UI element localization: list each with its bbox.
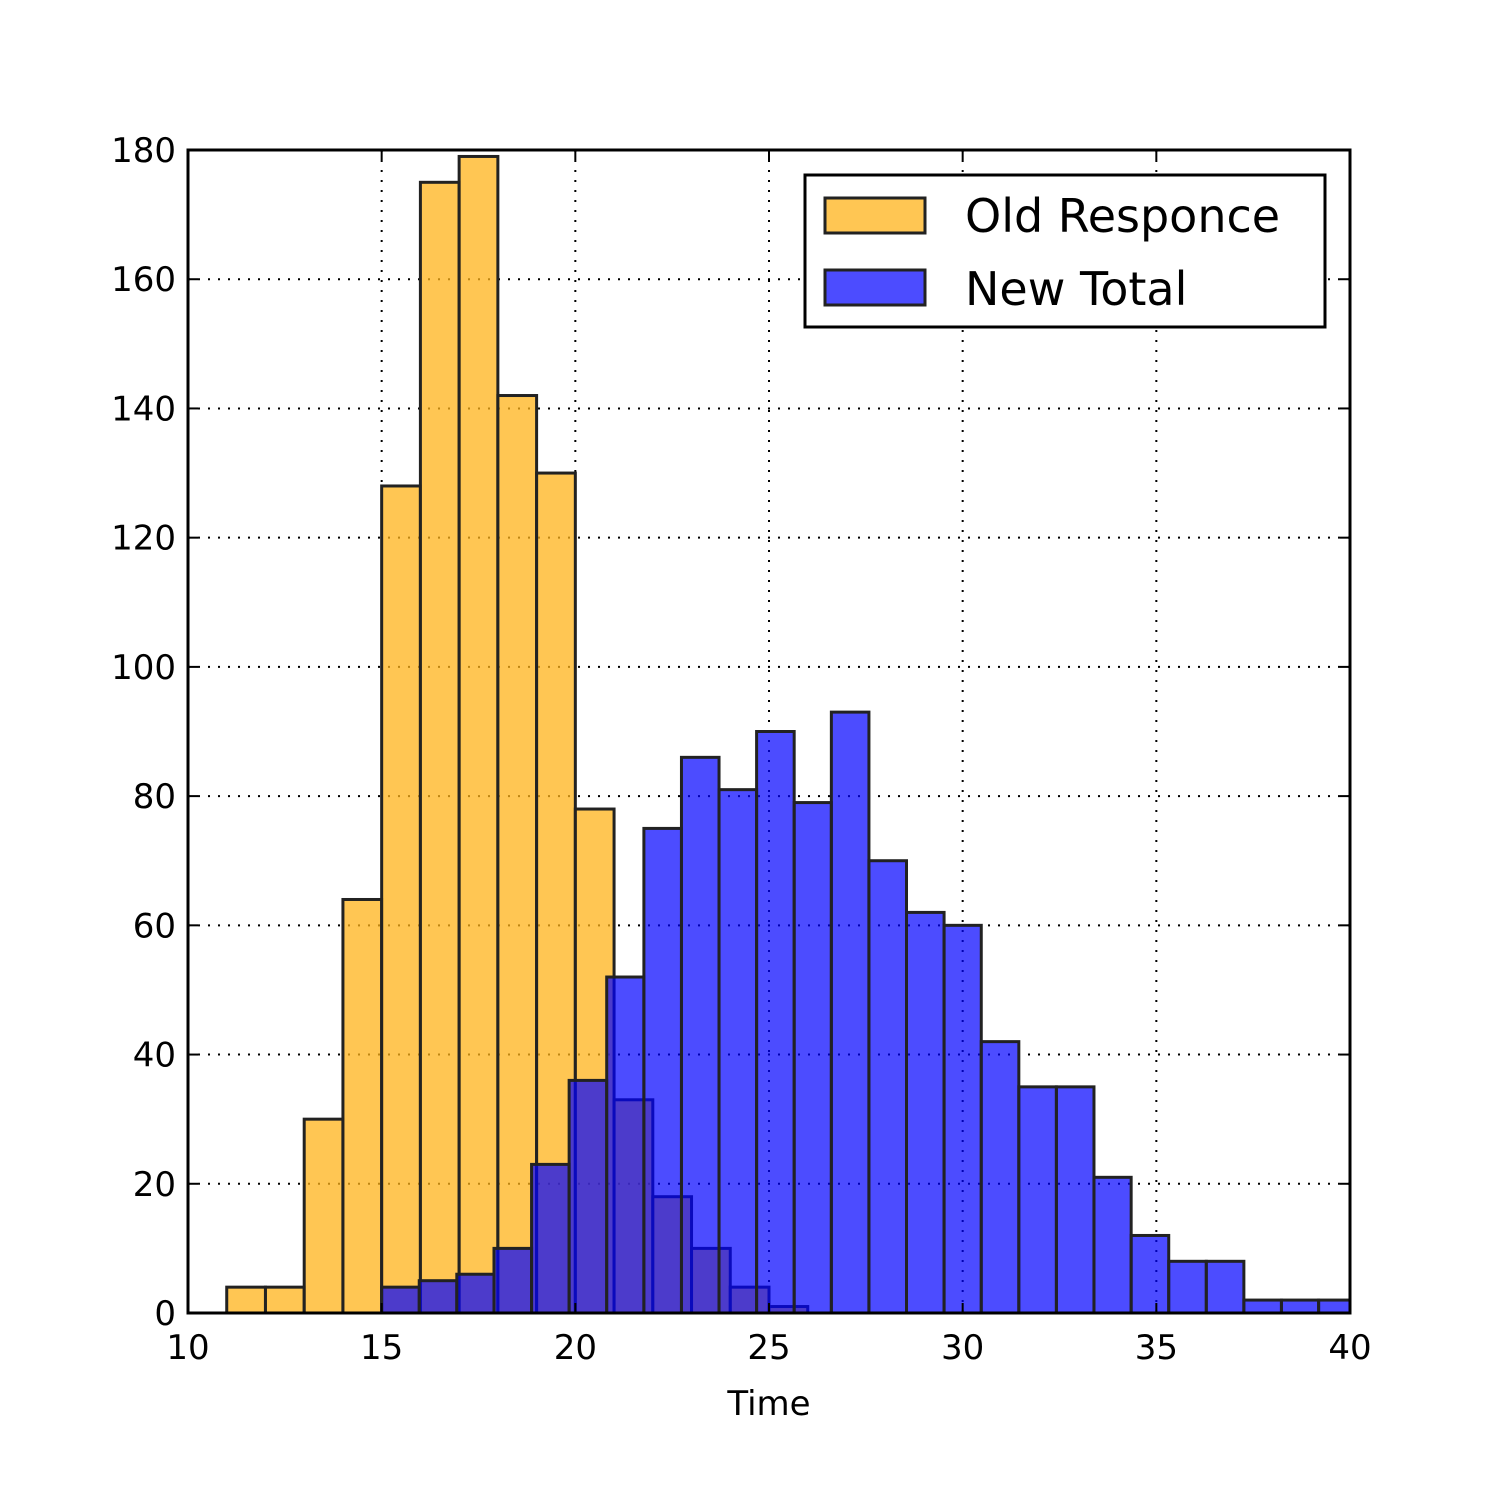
bar-old-responce-3 [341, 897, 384, 1313]
bars [225, 154, 1350, 1313]
y-tick-label: 100 [111, 648, 176, 688]
bar-old-responce-6 [457, 154, 500, 1313]
x-tick-label: 10 [166, 1328, 209, 1368]
bar-new-total-1 [417, 1279, 459, 1313]
y-tick-label: 0 [154, 1294, 176, 1334]
bar-new-total-24 [1279, 1298, 1321, 1313]
y-tick-label: 80 [133, 777, 176, 817]
x-tick-label: 35 [1135, 1328, 1178, 1368]
bar-new-total-19 [1092, 1175, 1133, 1313]
legend-swatch-new-total [823, 268, 927, 307]
x-tick-label: 40 [1328, 1328, 1371, 1368]
bar-old-responce-5 [418, 180, 461, 1313]
axis-ticks [187, 149, 1351, 1314]
bar-old-responce-7 [496, 394, 539, 1313]
bar-new-total-6 [605, 975, 646, 1313]
bar-new-total-23 [1242, 1298, 1283, 1313]
bar-old-responce-0 [225, 1285, 267, 1313]
bar-new-total-20 [1129, 1233, 1171, 1313]
bar-new-total-11 [792, 801, 833, 1313]
bar-new-total-13 [867, 859, 909, 1313]
x-tick-label: 15 [360, 1328, 403, 1368]
bar-new-total-15 [942, 923, 983, 1313]
bar-new-total-17 [1017, 1085, 1058, 1313]
bar-new-total-8 [679, 755, 721, 1313]
bar-old-responce-4 [380, 484, 422, 1313]
legend-swatch-old-responce [823, 196, 927, 235]
bar-new-total-21 [1167, 1259, 1208, 1313]
y-tick-label: 20 [133, 1165, 176, 1205]
bar-old-responce-1 [263, 1285, 306, 1313]
bar-new-total-7 [642, 826, 683, 1313]
bar-new-total-14 [905, 910, 946, 1313]
x-axis-label: Time [726, 1384, 810, 1424]
x-tick-label: 25 [747, 1328, 790, 1368]
bar-new-total-4 [530, 1162, 571, 1313]
y-tick-label: 60 [133, 906, 176, 946]
x-tick-label: 30 [941, 1328, 984, 1368]
legend-label-new-total: New Total [965, 262, 1187, 316]
bar-new-total-22 [1204, 1259, 1246, 1313]
y-tick-label: 140 [111, 389, 176, 429]
bar-new-total-5 [567, 1078, 609, 1313]
x-tick-label: 20 [554, 1328, 597, 1368]
bar-new-total-12 [829, 710, 871, 1313]
legend-label-old-responce: Old Responce [965, 189, 1280, 243]
y-tick-label: 160 [111, 260, 176, 300]
bar-old-responce-2 [302, 1117, 345, 1313]
bar-new-total-16 [979, 1040, 1021, 1313]
y-tick-label: 120 [111, 519, 176, 559]
bar-new-total-3 [492, 1246, 534, 1313]
bar-new-total-2 [455, 1272, 496, 1313]
bar-new-total-0 [380, 1285, 421, 1313]
bar-new-total-9 [717, 788, 759, 1313]
y-tick-label: 180 [111, 131, 176, 171]
bar-new-total-10 [755, 730, 796, 1313]
y-tick-label: 40 [133, 1036, 176, 1076]
x-tick-labels: 10 15 20 25 30 35 40 [166, 1328, 1371, 1368]
legend: Old Responce New Total [803, 173, 1327, 329]
y-tick-labels: 0 20 40 60 80 100 120 140 160 180 [111, 131, 176, 1334]
bar-new-total-18 [1054, 1085, 1096, 1313]
